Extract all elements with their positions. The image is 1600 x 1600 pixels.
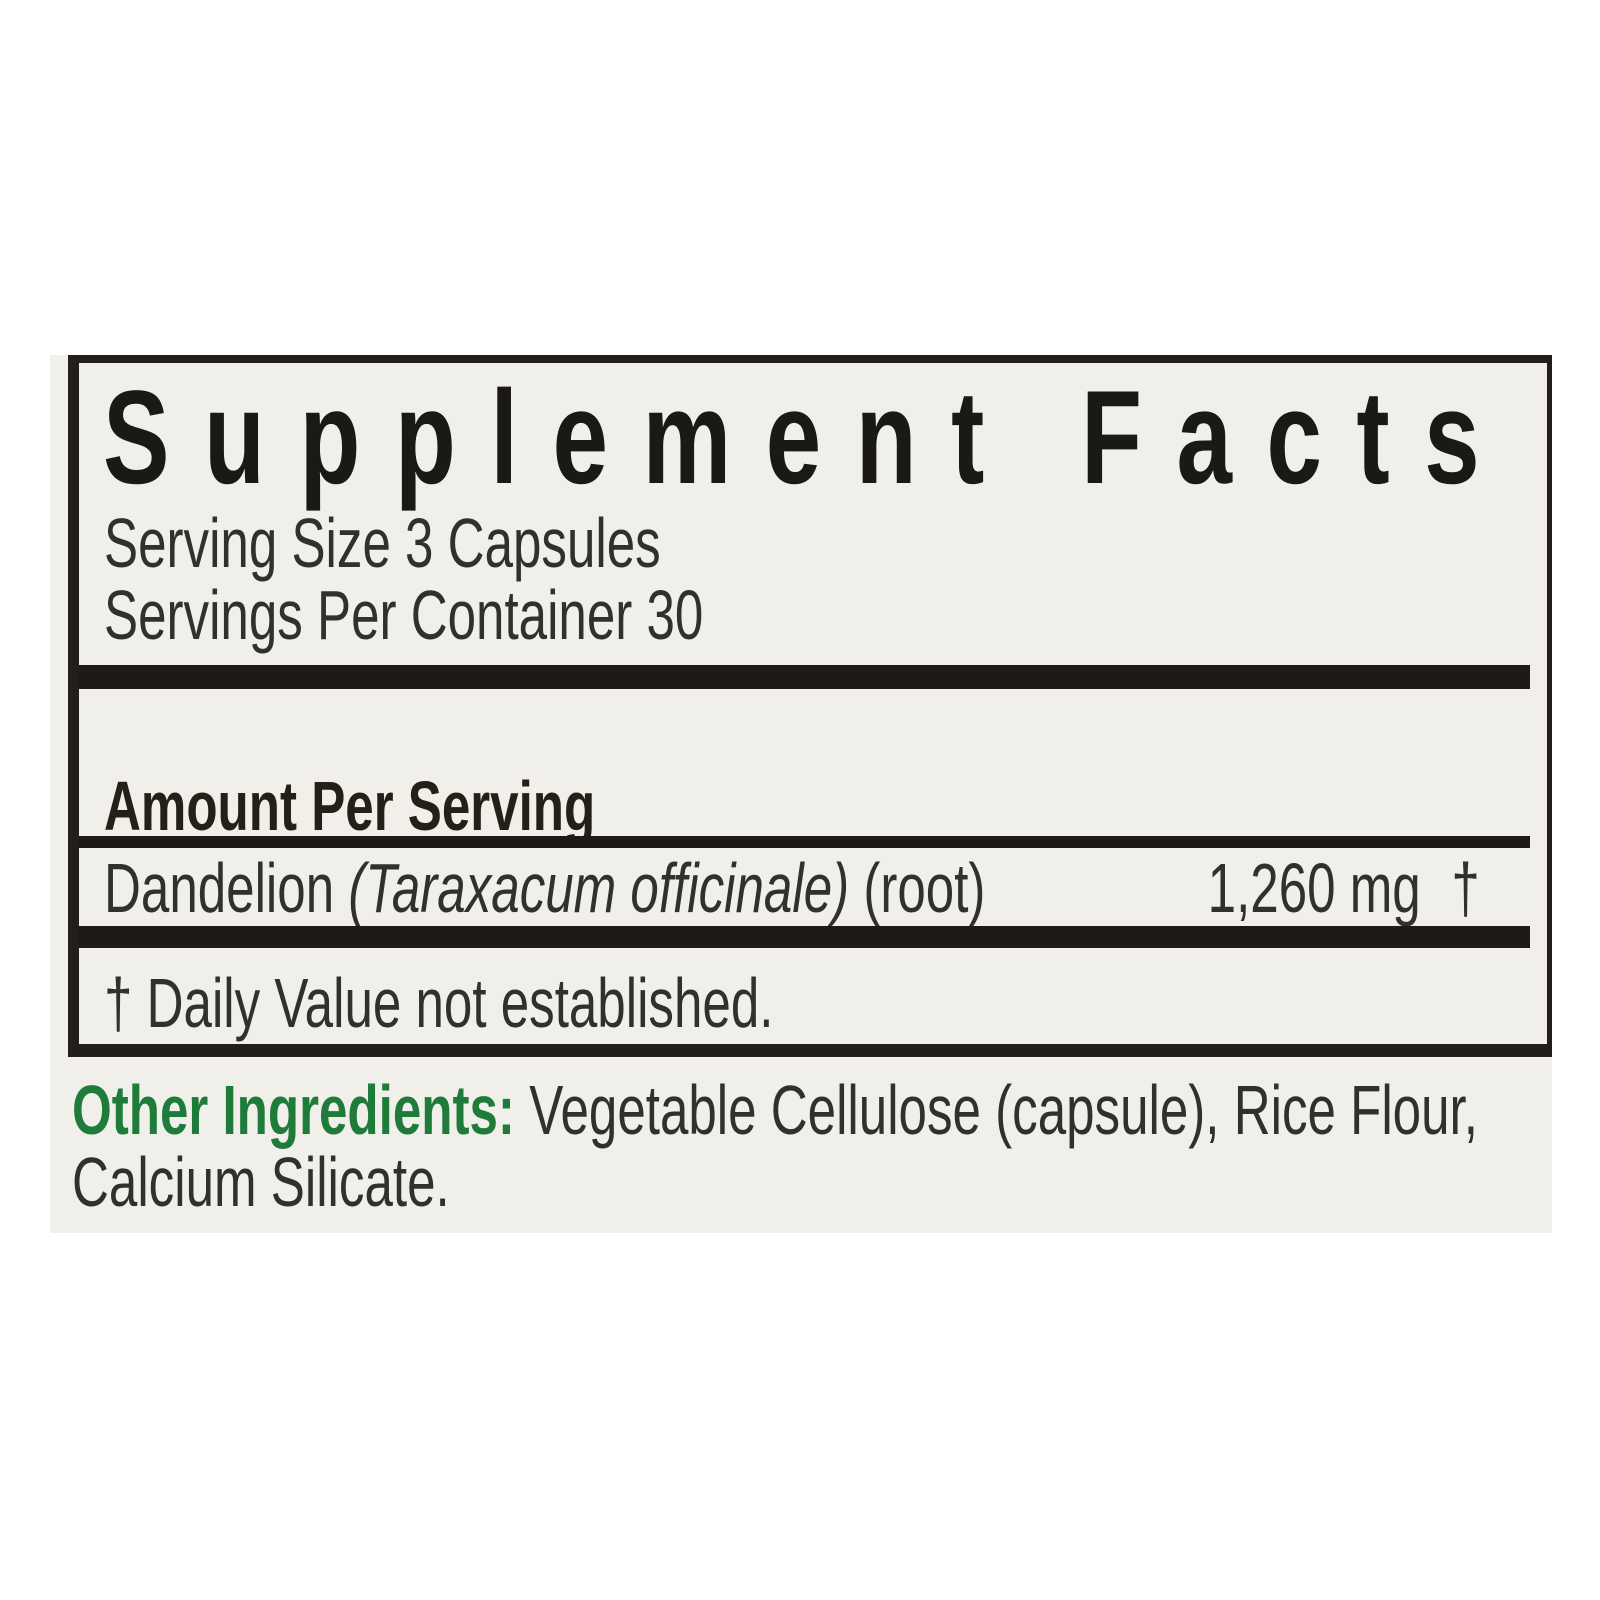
ingredient-part: (root): [863, 849, 986, 927]
serving-size-line: Serving Size 3 Capsules: [104, 504, 661, 582]
ingredient-amount: 1,260 mg: [1207, 849, 1421, 927]
other-ingredients-line2: Calcium Silicate.: [72, 1143, 450, 1221]
ingredient-name-cell: Dandelion (Taraxacum officinale) (root): [104, 853, 1311, 923]
other-ingredients-line1: Vegetable Cellulose (capsule), Rice Flou…: [529, 1071, 1478, 1149]
ingredient-latin-name: (Taraxacum officinale): [348, 849, 850, 927]
thin-divider: [79, 836, 1530, 848]
facts-title: Supplement Facts: [103, 372, 1600, 505]
facts-title-text: Supplement Facts: [103, 364, 1515, 512]
supplement-facts-box: [68, 355, 1552, 1057]
daily-value-symbol: †: [1451, 849, 1480, 927]
amount-per-serving-heading: Amount Per Serving: [104, 767, 596, 845]
ingredient-amount-cell: 1,260 mg †: [1107, 853, 1480, 923]
ingredient-name: Dandelion: [104, 849, 335, 927]
daily-value-footnote: † Daily Value not established.: [104, 964, 774, 1042]
other-ingredients-label: Other Ingredients:: [72, 1071, 515, 1149]
supplement-label: Supplement Facts Serving Size 3 Capsules…: [50, 355, 1552, 1233]
thick-divider-bottom: [79, 926, 1530, 948]
servings-per-container-line: Servings Per Container 30: [104, 576, 704, 654]
thick-divider-top: [79, 665, 1530, 689]
ingredient-row-dandelion: Dandelion (Taraxacum officinale) (root) …: [50, 853, 1552, 923]
other-ingredients-paragraph: Other Ingredients: Vegetable Cellulose (c…: [72, 1074, 1600, 1218]
